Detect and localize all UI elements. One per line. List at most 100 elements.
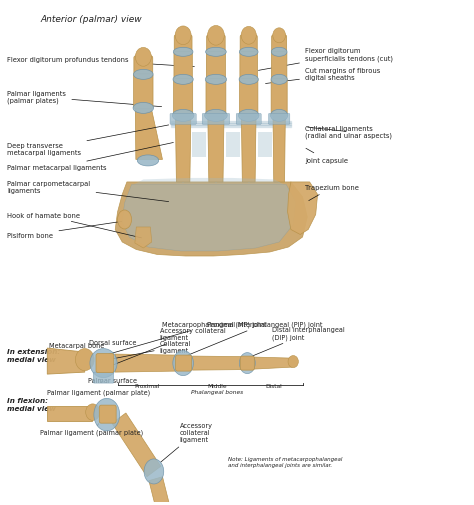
Ellipse shape bbox=[208, 26, 224, 46]
Ellipse shape bbox=[271, 75, 287, 85]
Text: Distal: Distal bbox=[265, 383, 282, 388]
FancyBboxPatch shape bbox=[174, 52, 192, 82]
Ellipse shape bbox=[271, 110, 288, 122]
Polygon shape bbox=[288, 183, 318, 235]
Polygon shape bbox=[134, 179, 284, 185]
Text: Palmar metacarpal ligaments: Palmar metacarpal ligaments bbox=[8, 143, 173, 171]
Text: Collateral ligaments
(radial and ulnar aspects): Collateral ligaments (radial and ulnar a… bbox=[305, 126, 392, 139]
Text: Trapezium bone: Trapezium bone bbox=[305, 185, 359, 201]
FancyBboxPatch shape bbox=[173, 79, 193, 117]
Ellipse shape bbox=[173, 48, 193, 57]
Text: Palmar surface: Palmar surface bbox=[88, 377, 137, 383]
Ellipse shape bbox=[173, 110, 194, 122]
Text: Distal interphalangeal
(DIP) joint: Distal interphalangeal (DIP) joint bbox=[250, 326, 345, 358]
Ellipse shape bbox=[134, 70, 153, 80]
Ellipse shape bbox=[205, 75, 227, 85]
FancyBboxPatch shape bbox=[271, 79, 287, 117]
Text: Metacarpal bone: Metacarpal bone bbox=[49, 342, 104, 348]
Polygon shape bbox=[226, 133, 240, 158]
Ellipse shape bbox=[175, 27, 191, 45]
FancyBboxPatch shape bbox=[206, 79, 226, 117]
Text: Middle: Middle bbox=[208, 383, 227, 388]
Ellipse shape bbox=[133, 103, 154, 114]
Polygon shape bbox=[208, 118, 224, 183]
FancyBboxPatch shape bbox=[207, 36, 225, 55]
Text: Cut margins of fibrous
digital sheaths: Cut margins of fibrous digital sheaths bbox=[265, 68, 380, 84]
Ellipse shape bbox=[239, 353, 255, 374]
Text: Dorsal surface: Dorsal surface bbox=[89, 339, 137, 345]
Ellipse shape bbox=[271, 48, 287, 57]
Ellipse shape bbox=[137, 156, 159, 167]
Polygon shape bbox=[47, 348, 85, 374]
Ellipse shape bbox=[239, 48, 258, 57]
Text: Collateral ligament: Collateral ligament bbox=[0, 504, 1, 505]
FancyBboxPatch shape bbox=[240, 52, 257, 82]
FancyBboxPatch shape bbox=[174, 36, 192, 55]
Polygon shape bbox=[273, 118, 285, 183]
Ellipse shape bbox=[288, 356, 298, 368]
Ellipse shape bbox=[90, 349, 117, 378]
FancyBboxPatch shape bbox=[240, 357, 255, 370]
FancyBboxPatch shape bbox=[239, 79, 258, 117]
Polygon shape bbox=[254, 358, 292, 369]
Polygon shape bbox=[257, 133, 272, 158]
FancyBboxPatch shape bbox=[134, 75, 153, 110]
FancyBboxPatch shape bbox=[93, 372, 114, 383]
FancyBboxPatch shape bbox=[268, 114, 290, 125]
Ellipse shape bbox=[144, 459, 164, 484]
Text: Note: Ligaments of metacarpophalangeal
and interphalangeal joints are similar.: Note: Ligaments of metacarpophalangeal a… bbox=[228, 457, 342, 468]
Text: Phalangeal bones: Phalangeal bones bbox=[191, 389, 243, 394]
Polygon shape bbox=[175, 118, 191, 183]
Text: Hook of hamate bone: Hook of hamate bone bbox=[8, 213, 142, 238]
Polygon shape bbox=[122, 185, 296, 251]
Text: Accessory collateral
ligament: Accessory collateral ligament bbox=[108, 327, 226, 367]
Polygon shape bbox=[192, 357, 242, 370]
Text: Flexor digitorum
superficialis tendons (cut): Flexor digitorum superficialis tendons (… bbox=[258, 48, 393, 71]
Text: In extension:
medial view: In extension: medial view bbox=[8, 348, 61, 362]
Text: Proximal interphalangeal (PIP) joint: Proximal interphalangeal (PIP) joint bbox=[186, 321, 322, 357]
Ellipse shape bbox=[135, 48, 151, 67]
FancyBboxPatch shape bbox=[134, 57, 153, 77]
FancyBboxPatch shape bbox=[272, 52, 287, 82]
Text: Palmar carpometacarpal
ligaments: Palmar carpometacarpal ligaments bbox=[8, 181, 169, 202]
Polygon shape bbox=[135, 228, 152, 248]
Ellipse shape bbox=[173, 75, 193, 85]
Text: Collateral
ligament: Collateral ligament bbox=[106, 340, 191, 361]
Ellipse shape bbox=[273, 29, 285, 44]
Ellipse shape bbox=[206, 48, 226, 57]
Ellipse shape bbox=[75, 349, 94, 371]
Text: Palmar ligament (palmar plate): Palmar ligament (palmar plate) bbox=[40, 424, 143, 435]
Text: Pisiform bone: Pisiform bone bbox=[8, 222, 122, 238]
FancyBboxPatch shape bbox=[236, 114, 261, 125]
Polygon shape bbox=[192, 133, 206, 158]
Text: Flexor digitorum profundus tendons: Flexor digitorum profundus tendons bbox=[8, 57, 194, 68]
FancyBboxPatch shape bbox=[176, 356, 191, 371]
Text: In flexion:
medial view: In flexion: medial view bbox=[8, 397, 56, 411]
Text: Anterior (palmar) view: Anterior (palmar) view bbox=[40, 15, 142, 24]
Ellipse shape bbox=[238, 110, 259, 122]
FancyBboxPatch shape bbox=[272, 36, 287, 55]
Polygon shape bbox=[115, 355, 176, 372]
FancyBboxPatch shape bbox=[96, 354, 114, 373]
Ellipse shape bbox=[241, 27, 256, 45]
Text: Accessory
collateral
ligament: Accessory collateral ligament bbox=[161, 423, 213, 462]
FancyBboxPatch shape bbox=[170, 114, 196, 125]
FancyBboxPatch shape bbox=[202, 114, 229, 125]
Ellipse shape bbox=[86, 404, 100, 421]
Polygon shape bbox=[135, 109, 163, 160]
Polygon shape bbox=[115, 183, 307, 257]
Text: Deep transverse
metacarpal ligaments: Deep transverse metacarpal ligaments bbox=[8, 126, 169, 156]
Polygon shape bbox=[47, 406, 92, 421]
FancyBboxPatch shape bbox=[240, 36, 257, 55]
Text: Palmar ligaments
(palmar plates): Palmar ligaments (palmar plates) bbox=[8, 91, 162, 108]
Text: Palmar ligament (palmar plate): Palmar ligament (palmar plate) bbox=[47, 381, 150, 395]
Ellipse shape bbox=[173, 351, 193, 376]
Text: Proximal: Proximal bbox=[134, 383, 159, 388]
FancyBboxPatch shape bbox=[206, 52, 226, 82]
Ellipse shape bbox=[94, 398, 119, 431]
Ellipse shape bbox=[118, 211, 132, 230]
Polygon shape bbox=[149, 477, 174, 505]
Text: Joint capsule: Joint capsule bbox=[305, 149, 348, 164]
Polygon shape bbox=[112, 413, 161, 477]
Text: Metacarpophalangeal (MP) joint: Metacarpophalangeal (MP) joint bbox=[106, 321, 267, 355]
